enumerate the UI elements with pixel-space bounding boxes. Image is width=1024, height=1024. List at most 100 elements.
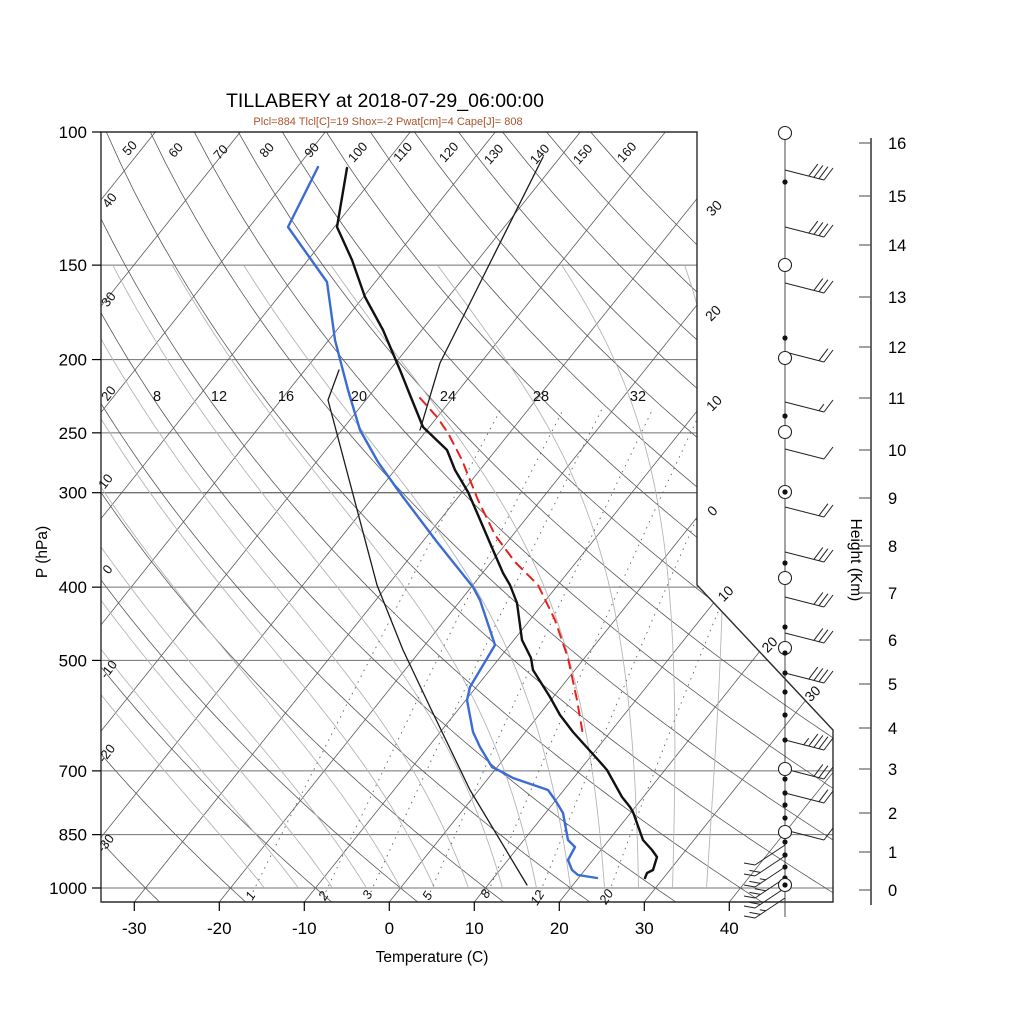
height-tick-label-13: 13 [888,289,906,307]
isotherm--100 [101,132,156,902]
barb-feather [823,504,834,518]
moist-adiabat-label-8: 8 [153,389,161,405]
sounding-curves [286,156,659,886]
temp-tick-label--20: -20 [207,919,232,938]
dry-adiabat-70 [193,132,833,902]
station-circle [777,350,793,366]
isotherm-20 [558,132,833,902]
station-dot [782,335,788,341]
wind-barb [784,163,834,181]
mixing-ratio-label-2: 2 [314,888,331,904]
barb-feather [813,222,824,235]
barb-feather [818,348,829,362]
station-dot [782,790,788,796]
moist-adiabat-20 [243,264,571,889]
moist-adiabat-label-28: 28 [533,389,549,405]
aux-adiabat-left-curve [327,369,528,886]
station-dot [782,882,788,888]
dry-adiabat-label-left--20: -20 [95,741,118,765]
barb-feather [818,789,829,803]
dry-adiabat-100 [326,132,833,902]
barb-feather [808,163,819,177]
barb-feather [823,766,834,780]
barb-staff [754,844,786,866]
barb-feather [749,911,761,915]
dry-adiabat-label-top-110: 110 [390,139,415,164]
dry-adiabat--30 [101,132,162,902]
barb-feather [818,223,829,236]
barb-feather [818,736,829,750]
barb-staff [784,226,825,238]
wind-barb [784,503,834,518]
moist-adiabat-36 [684,264,724,889]
wind-barb-column [743,125,834,919]
pressure-tick-label-300: 300 [59,484,87,503]
dry-adiabat-90 [282,132,833,902]
station-dot [782,650,788,656]
barb-staff [784,792,825,804]
barb-staff [784,632,825,644]
mixing-ratio-label-3: 3 [359,887,376,902]
barb-staff [784,169,825,181]
pressure-tick-label-400: 400 [59,578,87,597]
height-tick-label-2: 2 [888,805,897,823]
barb-feather [823,446,834,460]
pressure-axis-label: P (hPa) [34,526,51,578]
moist-adiabat-label-32: 32 [630,389,646,405]
wind-barb [784,278,834,294]
moist-adiabat-label-24: 24 [440,389,456,405]
isotherm-label-right-0: 0 [704,502,721,519]
temp-tick-label-20: 20 [550,919,569,938]
barb-staff [784,739,825,751]
barb-feather [823,167,834,181]
barb-staff [784,401,825,413]
mixing-ratio-line-2 [325,408,565,893]
wind-barb [784,592,834,608]
pressure-tick-label-100: 100 [59,123,87,142]
barb-feather [743,884,756,888]
wind-barb [784,547,834,563]
temp-tick-label--30: -30 [122,919,147,938]
dry-adiabat-label-top-150: 150 [570,141,596,167]
barb-staff [784,672,825,684]
isotherm--50 [101,132,581,902]
barb-feather [743,905,756,909]
isotherm--40 [101,132,666,902]
dewpoint-curve [286,165,599,880]
station-dot [782,624,788,630]
wind-barb [784,733,834,751]
height-tick-label-4: 4 [888,720,897,738]
pressure-tick-label-1000: 1000 [49,879,87,898]
barb-feather [823,630,834,644]
barb-feather [818,279,829,293]
dry-adiabat-label-top-140: 140 [527,141,553,167]
station-dot [782,489,788,495]
barb-feather [823,224,834,238]
dry-adiabat-40 [101,132,766,902]
pressure-tick-label-850: 850 [59,826,87,845]
barb-feather [749,869,761,873]
mixing-ratio-label-12: 12 [527,887,548,908]
station-circle [777,570,793,586]
isotherm--80 [101,132,326,902]
barb-feather [808,666,819,680]
height-tick-label-5: 5 [888,676,897,694]
barb-staff [784,448,825,460]
barb-feather [749,891,761,895]
dry-adiabat-60 [149,132,833,902]
dry-adiabat-label-top-100: 100 [345,139,371,165]
dry-adiabat-0 [101,132,421,902]
barb-feather [823,827,834,841]
wind-barb [784,789,834,804]
temp-tick-label-10: 10 [465,919,484,938]
background-grid [101,132,833,902]
moist-adiabat-32 [561,264,676,888]
station-dot [782,179,788,185]
barb-staff [784,351,825,363]
pressure-tick-label-700: 700 [59,762,87,781]
isotherm--70 [101,132,411,902]
height-tick-label-11: 11 [888,390,905,408]
aux-line-upper-right-curve [419,156,544,431]
barb-feather [823,399,834,413]
